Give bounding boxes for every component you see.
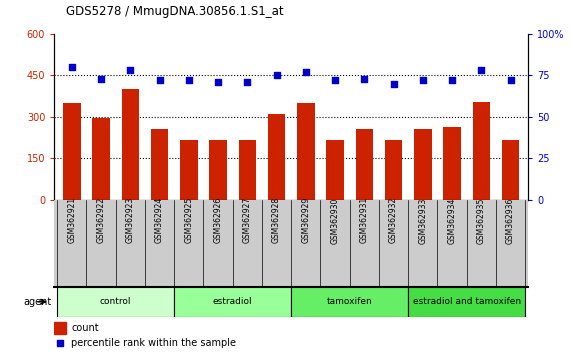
Bar bbox=[174, 287, 291, 317]
Text: count: count bbox=[71, 323, 99, 333]
Text: percentile rank within the sample: percentile rank within the sample bbox=[71, 338, 236, 348]
Bar bbox=[210, 141, 227, 200]
Text: tamoxifen: tamoxifen bbox=[327, 297, 373, 306]
Bar bbox=[93, 118, 110, 200]
Text: control: control bbox=[100, 297, 131, 306]
Point bbox=[331, 78, 340, 83]
Bar bbox=[54, 322, 66, 334]
Point bbox=[214, 79, 223, 85]
Text: estradiol and tamoxifen: estradiol and tamoxifen bbox=[413, 297, 521, 306]
Bar bbox=[414, 129, 432, 200]
Point bbox=[272, 73, 281, 78]
Point bbox=[126, 67, 135, 73]
Point bbox=[419, 78, 428, 83]
Point bbox=[55, 341, 65, 346]
Bar bbox=[408, 287, 525, 317]
Text: estradiol: estradiol bbox=[213, 297, 252, 306]
Bar bbox=[326, 141, 344, 200]
Point bbox=[184, 78, 194, 83]
Bar bbox=[239, 141, 256, 200]
Point bbox=[67, 64, 77, 70]
Point bbox=[243, 79, 252, 85]
Bar bbox=[443, 126, 461, 200]
Bar bbox=[385, 141, 403, 200]
Bar bbox=[63, 103, 81, 200]
Bar bbox=[57, 287, 174, 317]
Text: agent: agent bbox=[23, 297, 51, 307]
Bar bbox=[297, 103, 315, 200]
Bar bbox=[180, 141, 198, 200]
Bar bbox=[268, 114, 286, 200]
Point bbox=[477, 67, 486, 73]
Point bbox=[155, 78, 164, 83]
Point bbox=[301, 69, 311, 75]
Point bbox=[448, 78, 457, 83]
Point bbox=[96, 76, 106, 81]
Text: GDS5278 / MmugDNA.30856.1.S1_at: GDS5278 / MmugDNA.30856.1.S1_at bbox=[66, 5, 283, 18]
Bar bbox=[291, 287, 408, 317]
Point bbox=[360, 76, 369, 81]
Bar bbox=[356, 129, 373, 200]
Bar bbox=[473, 102, 490, 200]
Point bbox=[389, 81, 398, 86]
Point bbox=[506, 78, 515, 83]
Bar bbox=[502, 141, 520, 200]
Bar bbox=[151, 129, 168, 200]
Bar bbox=[122, 89, 139, 200]
